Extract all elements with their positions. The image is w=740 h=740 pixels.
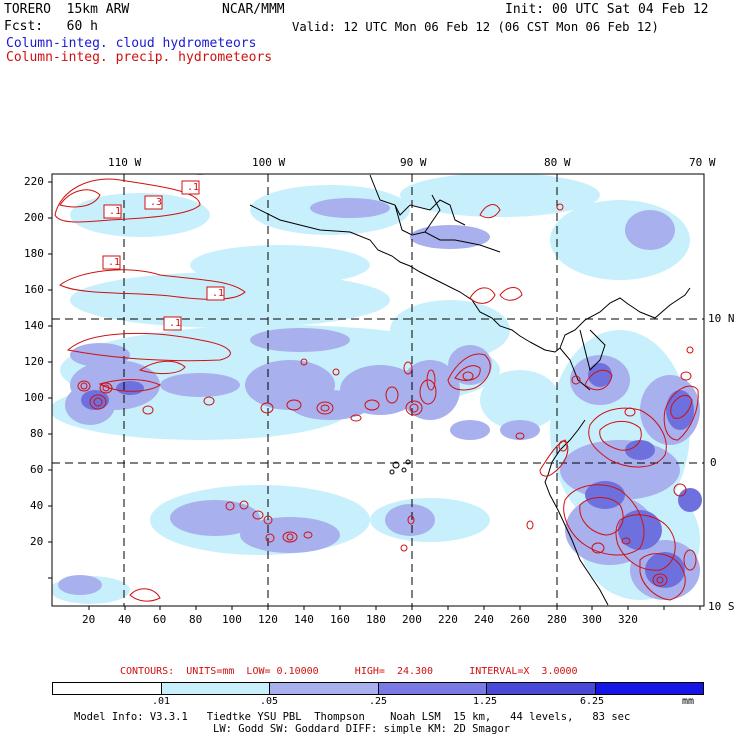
x-tick: 220 bbox=[438, 613, 458, 626]
colorbar-bin bbox=[270, 683, 379, 694]
y-tick: 200 bbox=[24, 211, 44, 224]
y-tick: 60 bbox=[30, 463, 44, 476]
org-label: NCAR/MMM bbox=[222, 2, 285, 17]
contour-label: .1 bbox=[212, 288, 225, 299]
colorbar-level: 1.25 bbox=[473, 696, 498, 707]
colorbar-level: .01 bbox=[152, 696, 171, 707]
lon-label: 110 W bbox=[108, 156, 142, 169]
y-tick: 160 bbox=[24, 283, 44, 296]
x-tick: 120 bbox=[258, 613, 278, 626]
y-tick: 80 bbox=[30, 427, 44, 440]
x-tick: 300 bbox=[582, 613, 602, 626]
x-tick: 20 bbox=[82, 613, 96, 626]
colorbar-bin bbox=[53, 683, 162, 694]
colorbar-units: mm bbox=[682, 696, 695, 707]
lon-label: 90 W bbox=[400, 156, 427, 169]
x-tick: 200 bbox=[402, 613, 422, 626]
field-cloud-legend: Column-integ. cloud hydrometeors bbox=[6, 36, 257, 51]
y-tick: 180 bbox=[24, 247, 44, 260]
model-info-physics: LW: Godd SW: Goddard DIFF: simple KM: 2D… bbox=[213, 723, 511, 735]
contour-label: .1 bbox=[109, 206, 122, 217]
lat-label: 10 S bbox=[708, 600, 735, 613]
y-tick: 120 bbox=[24, 355, 44, 368]
y-tick: 40 bbox=[30, 499, 44, 512]
colorbar-bin bbox=[378, 683, 487, 694]
x-tick: 240 bbox=[474, 613, 494, 626]
colorbar-level: .25 bbox=[369, 696, 388, 707]
graticule bbox=[52, 174, 704, 606]
x-tick: 80 bbox=[189, 613, 203, 626]
lon-label: 100 W bbox=[252, 156, 286, 169]
cloud-shading bbox=[52, 174, 702, 604]
x-tick: 260 bbox=[510, 613, 530, 626]
precip-contours bbox=[54, 178, 699, 602]
axis-ticks bbox=[48, 181, 701, 610]
contour-label: .1 bbox=[108, 257, 121, 268]
model-info: Model Info: V3.3.1 Tiedtke YSU PBL Thomp… bbox=[74, 711, 631, 723]
y-tick: 140 bbox=[24, 319, 44, 332]
lat-label: 10 N bbox=[708, 312, 735, 325]
contour-label: .3 bbox=[150, 197, 163, 208]
field-precip-legend: Column-integ. precip. hydrometeors bbox=[6, 50, 273, 65]
colorbar-level: 6.25 bbox=[580, 696, 605, 707]
model-title: TORERO 15km ARW bbox=[4, 2, 130, 17]
x-tick: 100 bbox=[222, 613, 242, 626]
x-tick: 60 bbox=[153, 613, 167, 626]
colorbar-level: .05 bbox=[260, 696, 279, 707]
lat-label: 0 bbox=[710, 456, 717, 469]
y-tick: 20 bbox=[30, 535, 44, 548]
x-tick: 160 bbox=[330, 613, 350, 626]
colorbar-bin bbox=[487, 683, 596, 694]
x-tick: 140 bbox=[294, 613, 314, 626]
y-tick: 100 bbox=[24, 391, 44, 404]
valid-time: Valid: 12 UTC Mon 06 Feb 12 (06 CST Mon … bbox=[292, 20, 659, 34]
contour-info: CONTOURS: UNITS=mm LOW= 0.10000 HIGH= 24… bbox=[120, 666, 578, 677]
colorbar-bin bbox=[161, 683, 270, 694]
colorbar-bin bbox=[595, 683, 703, 694]
lon-label: 70 W bbox=[689, 156, 716, 169]
galapagos-islands bbox=[389, 459, 411, 475]
colorbar bbox=[52, 682, 704, 695]
x-tick: 180 bbox=[366, 613, 386, 626]
x-tick: 320 bbox=[618, 613, 638, 626]
contour-label-boxes bbox=[102, 180, 225, 331]
x-tick: 40 bbox=[118, 613, 132, 626]
y-tick: 220 bbox=[24, 175, 44, 188]
contour-label: .1 bbox=[169, 318, 182, 329]
x-tick: 280 bbox=[547, 613, 567, 626]
forecast-hour: Fcst: 60 h bbox=[4, 19, 98, 34]
contour-label: .1 bbox=[187, 182, 200, 193]
plot-frame bbox=[51, 173, 705, 607]
lon-label: 80 W bbox=[544, 156, 571, 169]
init-time: Init: 00 UTC Sat 04 Feb 12 bbox=[505, 2, 709, 17]
